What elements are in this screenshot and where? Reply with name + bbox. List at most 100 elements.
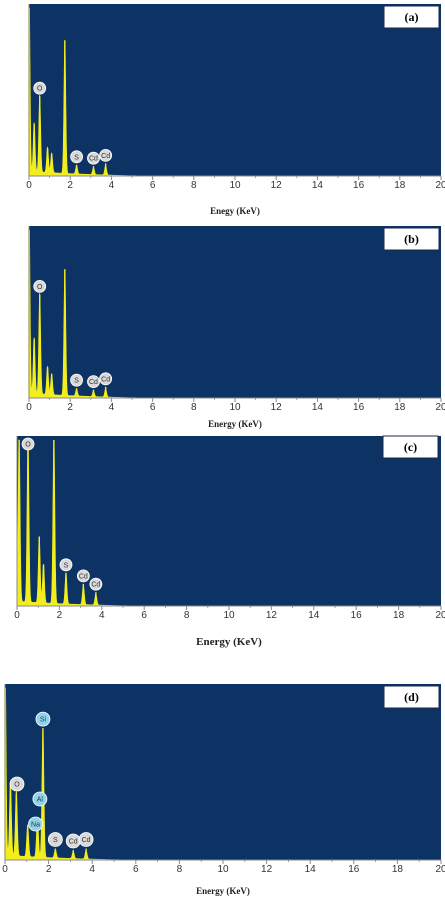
- panel-label: (a): [405, 10, 419, 24]
- element-marker-s: S: [59, 558, 73, 572]
- element-marker-circle: [99, 148, 113, 162]
- element-symbol: O: [37, 86, 43, 93]
- element-marker-cd: Cd: [76, 569, 90, 583]
- x-tick-label: 16: [353, 402, 365, 413]
- x-tick-label: 8: [184, 610, 190, 621]
- x-tick-label: 16: [348, 864, 360, 875]
- x-tick-label: 18: [394, 402, 406, 413]
- eds-spectrum-chart-d: 0 2 4 6 8 10 12 14 16 18 20 Energy (KeV) (d) Si O Al Na S…: [2, 684, 445, 896]
- x-tick-label: 20: [435, 402, 445, 413]
- element-symbol: Cd: [79, 573, 88, 580]
- x-tick-label: 10: [217, 864, 229, 875]
- x-tick-label: 10: [229, 402, 241, 413]
- x-tick-label: 12: [271, 180, 283, 191]
- element-marker-si: Si: [35, 711, 51, 727]
- element-symbol: Cd: [101, 153, 110, 160]
- x-tick-label: 16: [353, 180, 365, 191]
- element-marker-circle: [78, 832, 94, 847]
- element-marker-al: Al: [32, 791, 48, 807]
- x-tick-label: 0: [2, 864, 8, 875]
- x-tick-label: 10: [229, 180, 241, 191]
- panel-label: (c): [404, 440, 417, 454]
- element-symbol: O: [37, 284, 43, 291]
- eds-panel-c: 0 2 4 6 8 10 12 14 16 18 20 Energy (KeV) (c) O S Cd Cd: [0, 434, 445, 674]
- element-marker-cd: Cd: [87, 151, 100, 165]
- x-tick-label: 12: [266, 610, 278, 621]
- x-tick-label: 6: [150, 402, 156, 413]
- element-marker-cd: Cd: [99, 148, 113, 162]
- element-marker-s: S: [70, 373, 83, 387]
- element-marker-cd: Cd: [89, 577, 103, 591]
- element-marker-circle: [21, 437, 35, 451]
- element-marker-na: Na: [28, 816, 43, 832]
- element-marker-o: O: [33, 81, 47, 95]
- element-marker-cd: Cd: [99, 372, 113, 386]
- panel-label-box: [383, 227, 440, 251]
- element-marker-circle: [47, 832, 63, 847]
- element-marker-cd: Cd: [65, 833, 81, 849]
- panel-label-box: [382, 435, 439, 459]
- element-marker-circle: [89, 577, 103, 591]
- element-marker-circle: [32, 791, 48, 807]
- element-marker-circle: [70, 373, 83, 387]
- element-symbol: Cd: [69, 838, 78, 845]
- element-marker-o: O: [33, 280, 47, 293]
- x-tick-label: 2: [67, 180, 73, 191]
- element-symbol: Cd: [91, 582, 100, 589]
- x-tick-label: 8: [177, 864, 183, 875]
- x-tick-label: 18: [392, 864, 404, 875]
- x-axis-label: Energy (KeV): [196, 636, 262, 648]
- x-tick-label: 0: [26, 402, 32, 413]
- x-tick-label: 18: [393, 610, 405, 621]
- panel-label-box: [383, 685, 440, 709]
- element-marker-circle: [35, 711, 51, 727]
- plot-area: [29, 4, 441, 176]
- element-marker-circle: [76, 569, 90, 583]
- x-tick-label: 6: [141, 610, 147, 621]
- x-tick-label: 14: [312, 402, 324, 413]
- x-tick-label: 14: [312, 180, 324, 191]
- element-symbol: S: [74, 378, 79, 385]
- element-symbol: O: [25, 442, 31, 449]
- element-marker-o: O: [9, 776, 25, 792]
- panel-label-box: [383, 5, 440, 29]
- element-marker-cd: Cd: [87, 375, 100, 389]
- element-marker-circle: [33, 280, 47, 293]
- x-tick-label: 6: [133, 864, 139, 875]
- element-symbol: Cd: [89, 156, 98, 163]
- x-tick-label: 8: [191, 402, 197, 413]
- element-marker-circle: [70, 150, 83, 164]
- element-marker-circle: [99, 372, 113, 386]
- element-marker-cd: Cd: [78, 832, 94, 847]
- element-marker-circle: [87, 375, 100, 389]
- x-tick-label: 0: [14, 610, 20, 621]
- eds-panel-a: 0 2 4 6 8 10 12 14 16 18 20 Enegy (KeV) (a) O S Cd Cd: [0, 0, 445, 222]
- element-symbol: Cd: [101, 376, 110, 383]
- x-tick-label: 4: [99, 610, 105, 621]
- x-tick-label: 16: [351, 610, 363, 621]
- x-tick-label: 10: [223, 610, 235, 621]
- x-tick-label: 12: [261, 864, 273, 875]
- x-tick-label: 14: [305, 864, 317, 875]
- element-symbol: Si: [40, 717, 47, 724]
- x-tick-label: 2: [57, 610, 63, 621]
- x-tick-label: 4: [89, 864, 95, 875]
- element-marker-circle: [59, 558, 73, 572]
- x-tick-label: 12: [271, 402, 283, 413]
- x-tick-label: 0: [26, 180, 32, 191]
- x-axis-label: Energy (KeV): [196, 886, 250, 896]
- element-marker-circle: [33, 81, 47, 95]
- panel-label: (b): [404, 232, 419, 246]
- x-tick-label: 4: [109, 180, 115, 191]
- x-axis-label: Enegy (KeV): [210, 206, 260, 216]
- element-marker-o: O: [21, 437, 35, 451]
- element-symbol: Al: [37, 797, 44, 804]
- plot-area: [29, 226, 441, 398]
- element-symbol: S: [53, 837, 58, 844]
- panel-label: (d): [404, 690, 419, 704]
- x-tick-label: 14: [308, 610, 320, 621]
- eds-spectrum-chart-a: 0 2 4 6 8 10 12 14 16 18 20 Enegy (KeV) (a) O S Cd Cd: [26, 4, 445, 216]
- eds-spectrum-chart-b: 0 2 4 6 8 10 12 14 16 18 20 Energy (KeV) (b) O S Cd Cd: [26, 226, 445, 429]
- x-tick-label: 20: [435, 864, 445, 875]
